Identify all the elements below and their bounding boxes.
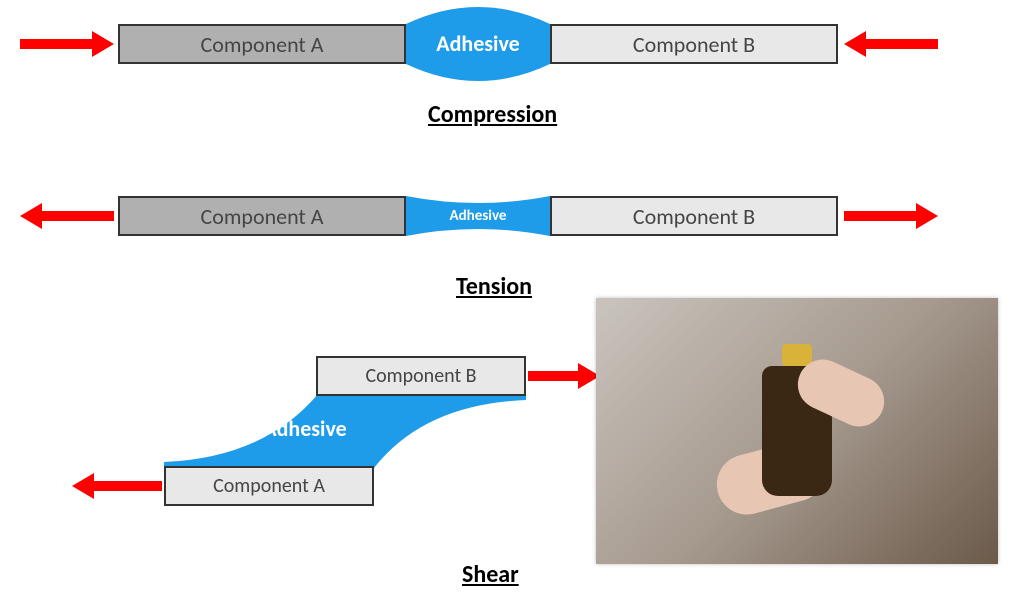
tension-left-arrow: [20, 203, 114, 229]
compression-component-b-label: Component B: [633, 31, 755, 58]
tension-component-a: Component A: [118, 196, 406, 236]
shear-component-b: Component B: [316, 356, 526, 396]
tension-component-b: Component B: [550, 196, 838, 236]
shear-adhesive-label: Adhesive: [245, 415, 365, 442]
compression-component-a-label: Component A: [201, 31, 324, 58]
tension-component-a-label: Component A: [201, 203, 324, 230]
shear-component-a-label: Component A: [213, 474, 325, 498]
tension-right-arrow: [844, 203, 938, 229]
compression-diagram: Component A Component B Adhesive: [0, 24, 1024, 94]
shear-component-b-label: Component B: [365, 364, 476, 388]
compression-left-arrow: [20, 31, 114, 57]
tension-adhesive-label: Adhesive: [406, 207, 550, 225]
shear-bottom-arrow: [72, 473, 166, 499]
compression-right-arrow: [844, 31, 938, 57]
shear-title: Shear: [462, 560, 519, 589]
compression-component-a: Component A: [118, 24, 406, 64]
tension-title: Tension: [456, 272, 532, 301]
compression-adhesive-label: Adhesive: [406, 30, 550, 57]
photo-person-opening-bottle: [596, 298, 998, 564]
compression-component-b: Component B: [550, 24, 838, 64]
shear-component-a: Component A: [164, 466, 374, 506]
tension-diagram: Component A Component B Adhesive: [0, 196, 1024, 246]
tension-component-b-label: Component B: [633, 203, 755, 230]
compression-title: Compression: [428, 100, 557, 129]
